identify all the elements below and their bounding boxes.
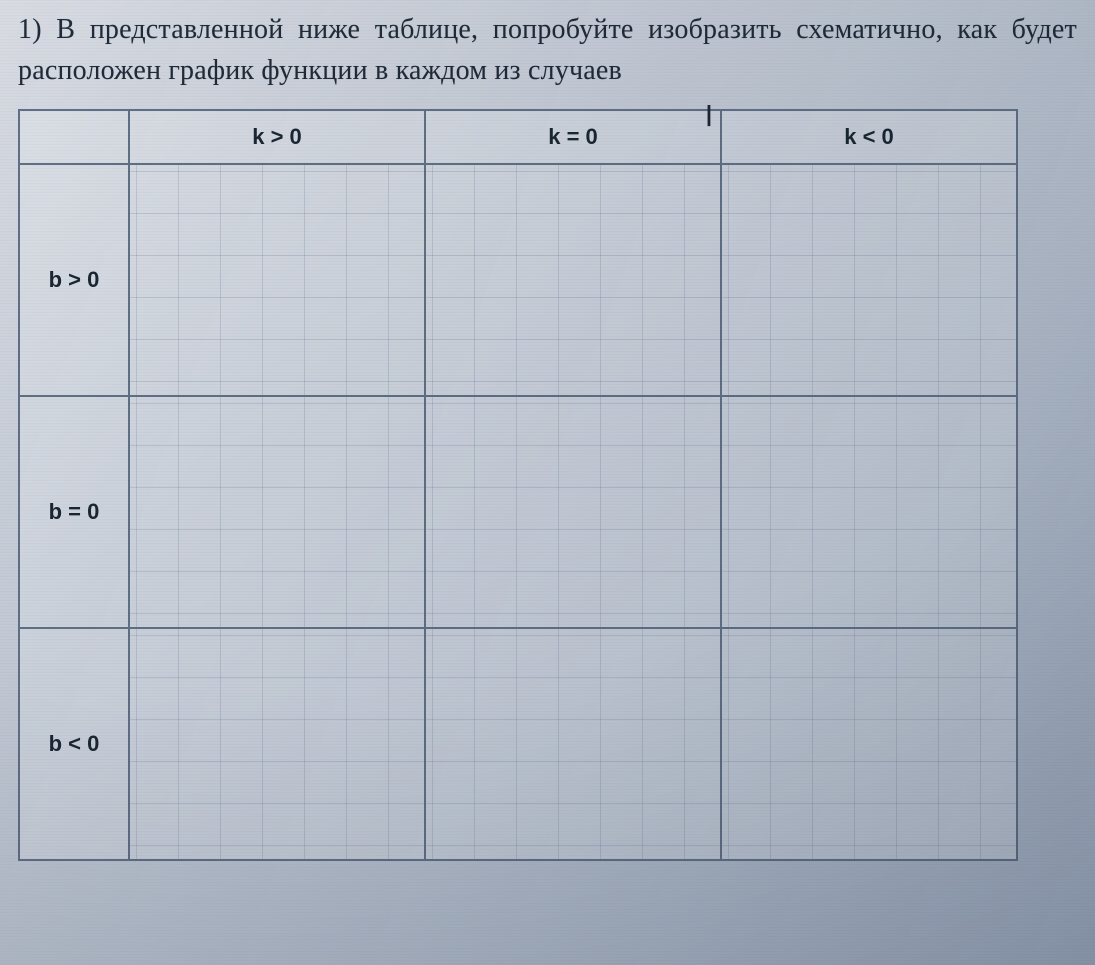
graph-cell[interactable]: [721, 628, 1017, 860]
row-header-b-pos: b > 0: [19, 164, 129, 396]
col-header-k-neg: k < 0: [721, 110, 1017, 164]
mini-grid: [130, 165, 424, 395]
mini-grid: [426, 629, 720, 859]
table-corner-cell: [19, 110, 129, 164]
col-header-k-zero: k = 0 |: [425, 110, 721, 164]
table-row: b < 0: [19, 628, 1017, 860]
mini-grid: [426, 165, 720, 395]
task-number: 1): [18, 14, 42, 45]
graph-cell[interactable]: [425, 628, 721, 860]
row-header-b-zero: b = 0: [19, 396, 129, 628]
row-header-b-neg: b < 0: [19, 628, 129, 860]
mini-grid: [722, 165, 1016, 395]
mini-grid: [130, 629, 424, 859]
mini-grid: [722, 397, 1016, 627]
graph-cell[interactable]: [129, 628, 425, 860]
col-header-k-pos: k > 0: [129, 110, 425, 164]
table-header-row: k > 0 k = 0 | k < 0: [19, 110, 1017, 164]
cases-table: k > 0 k = 0 | k < 0 b > 0 b = 0: [18, 109, 1018, 861]
col-header-k-zero-label: k = 0: [548, 124, 598, 149]
table-row: b > 0: [19, 164, 1017, 396]
table-row: b = 0: [19, 396, 1017, 628]
graph-cell[interactable]: [425, 396, 721, 628]
mini-grid: [426, 397, 720, 627]
graph-cell[interactable]: [721, 396, 1017, 628]
text-cursor-icon: |: [706, 101, 712, 127]
mini-grid: [130, 397, 424, 627]
task-text: В представленной ниже таблице, попробуйт…: [18, 14, 1077, 86]
graph-cell[interactable]: [129, 164, 425, 396]
graph-cell[interactable]: [425, 164, 721, 396]
graph-cell[interactable]: [129, 396, 425, 628]
graph-cell[interactable]: [721, 164, 1017, 396]
mini-grid: [722, 629, 1016, 859]
page: 1) В представленной ниже таблице, попроб…: [0, 0, 1095, 861]
task-prompt: 1) В представленной ниже таблице, попроб…: [18, 10, 1077, 91]
